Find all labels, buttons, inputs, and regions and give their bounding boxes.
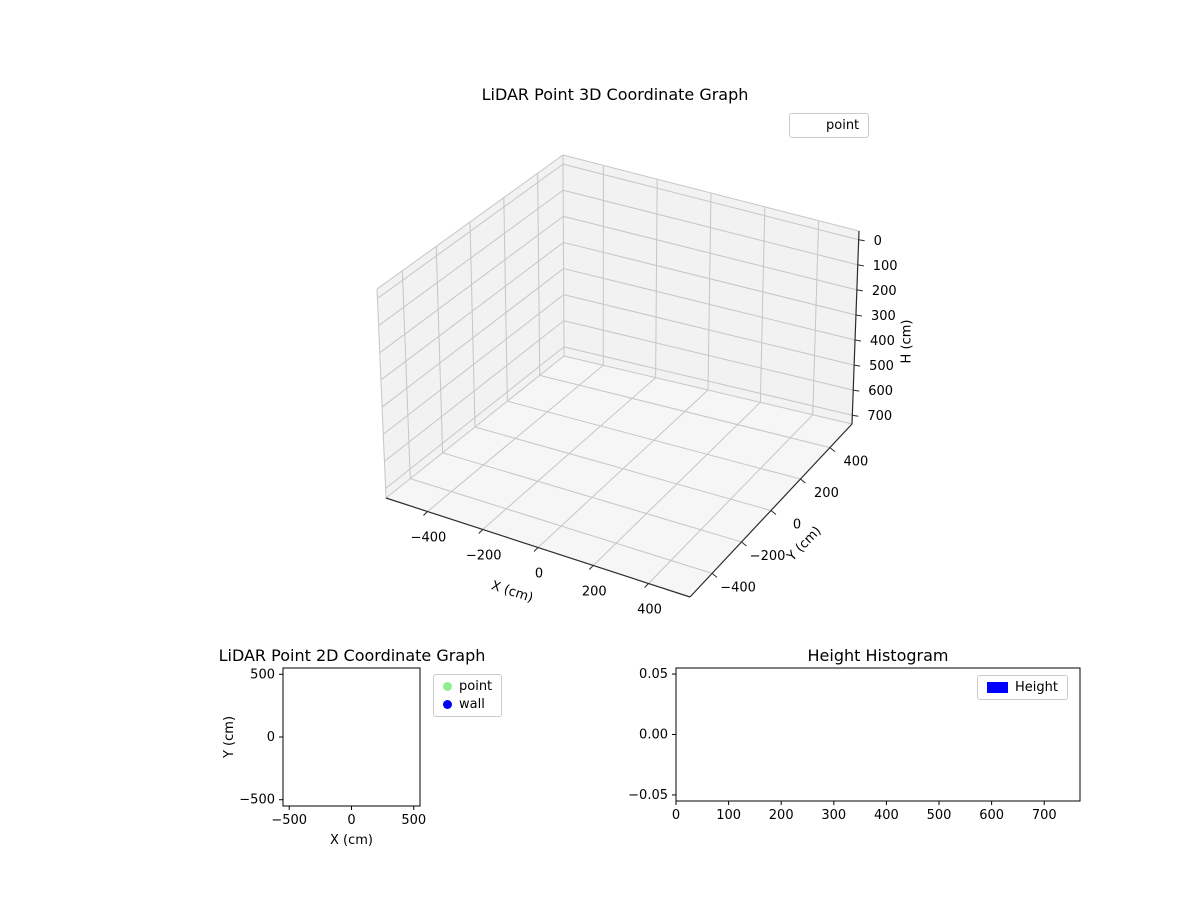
svg-text:200: 200 — [814, 486, 839, 501]
svg-text:500: 500 — [927, 808, 952, 823]
legend-item-wall: wall — [443, 697, 492, 712]
svg-text:−400: −400 — [411, 531, 447, 546]
point-3d-marker-icon — [799, 120, 819, 131]
svg-text:0.00: 0.00 — [639, 728, 668, 743]
svg-text:300: 300 — [871, 309, 896, 324]
svg-text:0: 0 — [793, 518, 801, 533]
legend-label-point-3d: point — [826, 118, 860, 133]
svg-text:X (cm): X (cm) — [489, 578, 535, 606]
hist-title: Height Histogram — [807, 646, 949, 665]
svg-text:400: 400 — [843, 455, 868, 470]
svg-text:500: 500 — [401, 813, 426, 828]
plot2d-title: LiDAR Point 2D Coordinate Graph — [218, 646, 486, 665]
svg-text:0: 0 — [672, 808, 680, 823]
legend-label-height: Height — [1015, 680, 1058, 695]
svg-text:400: 400 — [870, 334, 895, 349]
svg-text:200: 200 — [872, 284, 897, 299]
plot2d-axes: −500 0 500 −500 0 500 X (cm) Y (cm) — [222, 667, 426, 848]
svg-text:−200: −200 — [750, 549, 786, 564]
svg-text:400: 400 — [874, 808, 899, 823]
svg-text:−500: −500 — [239, 793, 275, 808]
svg-text:−0.05: −0.05 — [628, 788, 668, 803]
legend-item-point-3d: point — [799, 118, 859, 133]
plot2d-legend: point wall — [433, 674, 503, 717]
plot3d-axes: −400 −200 0 200 400 −400 −200 0 200 400 0 100 200 300… — [376, 154, 915, 618]
svg-text:300: 300 — [821, 808, 846, 823]
wall-marker-icon — [443, 700, 452, 709]
svg-text:H (cm): H (cm) — [900, 320, 915, 364]
height-swatch-icon — [987, 682, 1008, 693]
svg-text:500: 500 — [250, 667, 275, 682]
point-marker-icon — [443, 682, 452, 691]
legend-label-wall: wall — [459, 697, 485, 712]
svg-text:0.05: 0.05 — [639, 667, 668, 682]
legend-item-point: point — [443, 679, 492, 694]
hist-legend: Height — [977, 675, 1068, 700]
svg-text:−200: −200 — [466, 549, 502, 564]
svg-text:X (cm): X (cm) — [330, 833, 373, 848]
svg-text:−400: −400 — [720, 580, 756, 595]
svg-text:600: 600 — [868, 384, 893, 399]
svg-text:500: 500 — [869, 359, 894, 374]
svg-text:0: 0 — [267, 730, 275, 745]
legend-item-height: Height — [987, 680, 1058, 695]
svg-text:700: 700 — [867, 409, 892, 424]
svg-text:0: 0 — [874, 234, 882, 249]
svg-text:400: 400 — [637, 603, 662, 618]
svg-text:200: 200 — [769, 808, 794, 823]
svg-text:0: 0 — [347, 813, 355, 828]
svg-text:100: 100 — [873, 259, 898, 274]
svg-text:−500: −500 — [271, 813, 307, 828]
svg-text:Y (cm): Y (cm) — [784, 524, 825, 565]
svg-text:0: 0 — [535, 567, 543, 582]
hist-axes: 0 100 200 300 400 500 600 700 −0.05 0.00 0.05 — [628, 667, 1081, 823]
plot3d-legend: point — [789, 113, 870, 138]
svg-text:700: 700 — [1032, 808, 1057, 823]
svg-text:100: 100 — [716, 808, 741, 823]
svg-text:200: 200 — [582, 585, 607, 600]
plot3d-title: LiDAR Point 3D Coordinate Graph — [481, 85, 749, 104]
legend-label-point: point — [459, 679, 493, 694]
svg-text:600: 600 — [979, 808, 1004, 823]
svg-text:Y (cm): Y (cm) — [222, 716, 237, 759]
